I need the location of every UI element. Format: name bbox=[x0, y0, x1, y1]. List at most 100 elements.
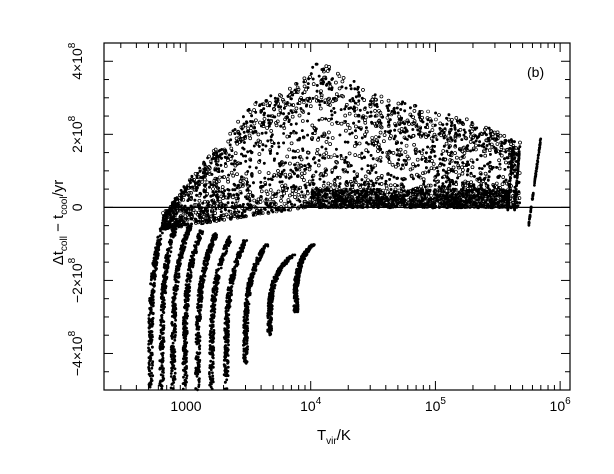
data-point bbox=[187, 273, 191, 277]
data-point bbox=[183, 319, 187, 322]
data-point bbox=[200, 282, 203, 286]
data-point bbox=[174, 278, 178, 282]
data-point bbox=[233, 269, 237, 272]
data-point bbox=[181, 348, 185, 351]
data-point bbox=[155, 247, 158, 251]
data-point bbox=[163, 285, 167, 288]
data-point bbox=[149, 335, 152, 339]
data-point bbox=[245, 351, 249, 355]
data-point bbox=[158, 382, 162, 386]
data-point bbox=[241, 241, 245, 245]
data-point bbox=[160, 341, 163, 344]
data-point bbox=[223, 321, 227, 325]
data-point bbox=[162, 345, 165, 349]
data-point bbox=[158, 238, 161, 242]
data-point bbox=[214, 234, 218, 238]
data-point bbox=[211, 380, 215, 383]
data-point bbox=[271, 297, 275, 300]
data-point bbox=[217, 263, 221, 267]
data-point bbox=[197, 283, 201, 286]
data-point bbox=[305, 248, 308, 251]
data-point bbox=[244, 297, 248, 301]
data-point bbox=[155, 267, 158, 271]
data-point bbox=[211, 290, 215, 294]
data-point bbox=[225, 349, 229, 353]
data-point bbox=[195, 325, 199, 329]
data-point bbox=[189, 271, 193, 274]
data-point bbox=[184, 292, 188, 296]
data-point bbox=[295, 280, 298, 284]
data-point bbox=[245, 295, 249, 299]
data-point bbox=[196, 319, 200, 322]
data-point bbox=[356, 102, 361, 106]
data-point bbox=[236, 255, 239, 259]
data-point bbox=[160, 292, 164, 296]
data-point bbox=[209, 330, 213, 334]
data-point bbox=[174, 307, 178, 311]
data-point bbox=[210, 238, 214, 242]
data-point bbox=[172, 298, 176, 302]
data-point bbox=[225, 247, 229, 250]
data-point bbox=[165, 259, 169, 263]
data-point bbox=[192, 253, 196, 257]
data-point bbox=[229, 274, 233, 278]
data-point bbox=[189, 226, 193, 230]
data-point bbox=[150, 289, 154, 293]
data-point bbox=[164, 277, 168, 280]
data-point bbox=[150, 272, 154, 276]
data-point bbox=[184, 299, 188, 303]
data-point bbox=[187, 294, 191, 297]
data-point bbox=[196, 338, 200, 342]
data-point bbox=[187, 283, 191, 286]
data-point bbox=[151, 374, 155, 378]
data-point bbox=[148, 333, 151, 337]
data-point bbox=[224, 311, 228, 315]
data-point bbox=[280, 266, 284, 270]
data-point bbox=[197, 367, 200, 371]
data-point bbox=[154, 254, 158, 257]
data-point bbox=[246, 293, 250, 297]
data-point bbox=[185, 230, 189, 234]
data-point bbox=[175, 265, 178, 268]
data-point bbox=[188, 279, 192, 283]
data-point bbox=[171, 323, 174, 327]
data-point bbox=[243, 303, 247, 307]
data-point bbox=[214, 237, 218, 240]
data-point bbox=[304, 252, 308, 256]
data-point bbox=[200, 298, 203, 301]
data-point bbox=[159, 331, 163, 334]
data-point bbox=[175, 286, 178, 289]
data-point bbox=[198, 280, 202, 284]
data-point bbox=[150, 379, 154, 382]
data-point bbox=[256, 257, 260, 261]
data-point bbox=[210, 305, 213, 308]
data-point bbox=[235, 253, 239, 256]
data-point bbox=[174, 227, 178, 231]
data-point bbox=[173, 371, 177, 375]
data-point bbox=[249, 274, 253, 278]
data-point bbox=[208, 366, 212, 370]
data-point bbox=[296, 310, 300, 314]
data-point bbox=[170, 350, 174, 354]
data-point bbox=[161, 378, 165, 382]
data-point bbox=[242, 239, 246, 243]
data-point bbox=[228, 287, 232, 291]
data-point bbox=[211, 371, 214, 375]
data-point bbox=[209, 381, 213, 385]
data-point bbox=[214, 292, 217, 296]
data-point bbox=[160, 358, 164, 362]
data-point bbox=[195, 327, 199, 331]
data-point bbox=[262, 246, 266, 250]
data-point bbox=[153, 284, 156, 288]
data-point bbox=[196, 355, 200, 359]
data-point bbox=[194, 357, 198, 361]
data-point bbox=[150, 366, 154, 370]
data-point bbox=[275, 279, 278, 283]
data-point bbox=[163, 289, 167, 293]
data-point bbox=[231, 276, 234, 279]
data-point bbox=[202, 262, 206, 265]
data-point bbox=[194, 340, 198, 344]
data-point bbox=[246, 307, 249, 311]
data-point bbox=[206, 256, 210, 259]
data-point bbox=[173, 316, 177, 320]
